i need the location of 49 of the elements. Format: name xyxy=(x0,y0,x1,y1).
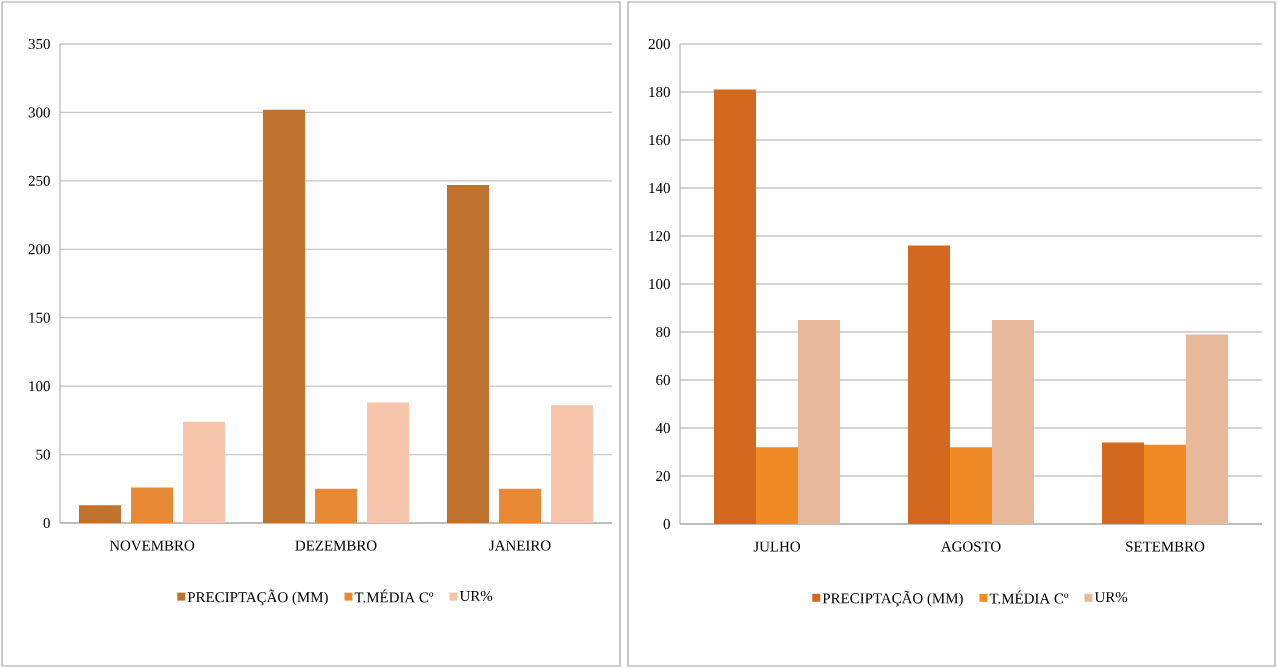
legend-label: PRECIPTAÇÃO (MM) xyxy=(187,589,328,606)
x-tick-label: JULHO xyxy=(753,541,801,552)
bar xyxy=(131,487,173,523)
bar xyxy=(714,89,757,524)
bar xyxy=(798,320,841,524)
y-tick-label: 250 xyxy=(28,175,50,186)
bar xyxy=(992,320,1035,524)
x-tick-label: NOVEMBRO xyxy=(109,540,195,551)
bar xyxy=(1102,442,1145,524)
y-tick-label: 80 xyxy=(656,326,670,338)
bar xyxy=(447,184,489,523)
y-tick-label: 350 xyxy=(28,38,50,50)
y-tick-label: 180 xyxy=(649,86,670,98)
bar xyxy=(315,488,357,523)
y-tick-label: 40 xyxy=(655,422,670,434)
bar xyxy=(756,447,799,524)
bar xyxy=(551,405,593,523)
y-tick-label: 150 xyxy=(29,312,50,323)
y-tick-label: 20 xyxy=(656,470,670,482)
bar xyxy=(908,245,951,524)
bar xyxy=(1144,444,1187,524)
x-tick-label: AGOSTO xyxy=(940,541,1001,552)
bar xyxy=(499,488,541,523)
legend-label: T.MÉDIA Cº xyxy=(354,589,434,603)
y-tick-label: 140 xyxy=(649,182,670,194)
bar xyxy=(263,109,305,523)
legend-label: T.MÉDIA Cº xyxy=(989,590,1069,604)
y-tick-label: 300 xyxy=(28,107,50,118)
legend-label: UR% xyxy=(459,590,493,602)
x-tick-label: DEZEMBRO xyxy=(295,540,377,551)
y-tick-label: 200 xyxy=(648,38,670,50)
legend-label: PRECIPTAÇÃO (MM) xyxy=(822,590,963,607)
y-tick-label: 100 xyxy=(649,278,670,290)
y-tick-label: 100 xyxy=(29,381,50,392)
y-tick-label: 200 xyxy=(28,244,50,255)
bar xyxy=(79,505,121,523)
y-tick-label: 0 xyxy=(43,517,50,529)
y-tick-label: 120 xyxy=(649,230,670,242)
x-tick-label: JANEIRO xyxy=(489,540,551,551)
y-tick-label: 60 xyxy=(656,374,670,386)
y-tick-label: 0 xyxy=(663,518,670,530)
bar xyxy=(950,447,993,524)
bar xyxy=(367,402,409,523)
y-tick-label: 50 xyxy=(36,449,50,460)
y-tick-label: 160 xyxy=(649,134,670,146)
legend-label: UR% xyxy=(1094,592,1128,603)
x-tick-label: SETEMBRO xyxy=(1126,541,1205,552)
bar xyxy=(1186,334,1229,524)
bar xyxy=(183,421,225,523)
